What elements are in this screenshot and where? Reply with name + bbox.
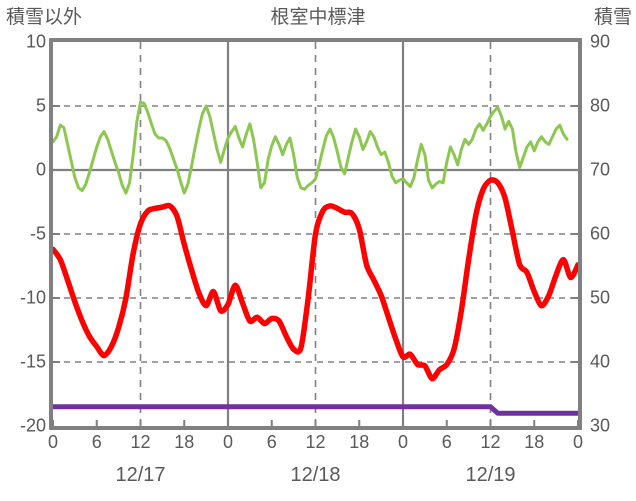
x-tick-2: 12 — [130, 432, 151, 452]
x-tick-4: 0 — [222, 432, 234, 452]
chart-title: 根室中標津 — [270, 7, 366, 28]
right-axis-title: 積雪 — [593, 7, 632, 28]
series-line-purple — [50, 404, 581, 416]
data-series-layer — [50, 100, 581, 416]
x-tick-10: 12 — [480, 432, 501, 452]
y-tick-left-3: -5 — [29, 223, 46, 244]
x-tick-1: 6 — [91, 432, 102, 452]
day-label-1: 12/18 — [290, 464, 341, 486]
x-tick-0: 0 — [47, 432, 59, 452]
left-axis-title: 積雪以外 — [6, 7, 83, 28]
y-tick-left-2: 0 — [35, 159, 46, 180]
x-tick-6: 12 — [305, 432, 326, 452]
y-tick-left-6: -20 — [19, 415, 46, 436]
y-tick-right-2: 70 — [590, 159, 611, 180]
x-tick-12: 0 — [572, 432, 584, 452]
y-tick-left-1: 5 — [35, 95, 46, 116]
x-tick-11: 18 — [524, 432, 545, 452]
y-tick-right-4: 50 — [590, 287, 611, 308]
y-tick-right-0: 90 — [590, 31, 611, 52]
day-label-2: 12/19 — [465, 464, 516, 486]
y-tick-left-4: -10 — [19, 287, 46, 308]
gridlines — [53, 42, 578, 426]
x-tick-5: 6 — [266, 432, 277, 452]
y-tick-right-5: 40 — [590, 351, 611, 372]
day-label-0: 12/17 — [115, 464, 166, 486]
y-tick-right-1: 80 — [590, 95, 611, 116]
x-tick-7: 18 — [349, 432, 370, 452]
y-tick-right-6: 30 — [590, 415, 611, 436]
series-line-green — [51, 100, 569, 195]
x-tick-3: 18 — [174, 432, 195, 452]
x-tick-9: 6 — [441, 432, 452, 452]
y-tick-left-5: -15 — [19, 351, 46, 372]
x-tick-8: 0 — [397, 432, 409, 452]
y-tick-right-3: 60 — [590, 223, 611, 244]
series-line-red — [50, 177, 581, 382]
y-tick-left-0: 10 — [25, 31, 46, 52]
